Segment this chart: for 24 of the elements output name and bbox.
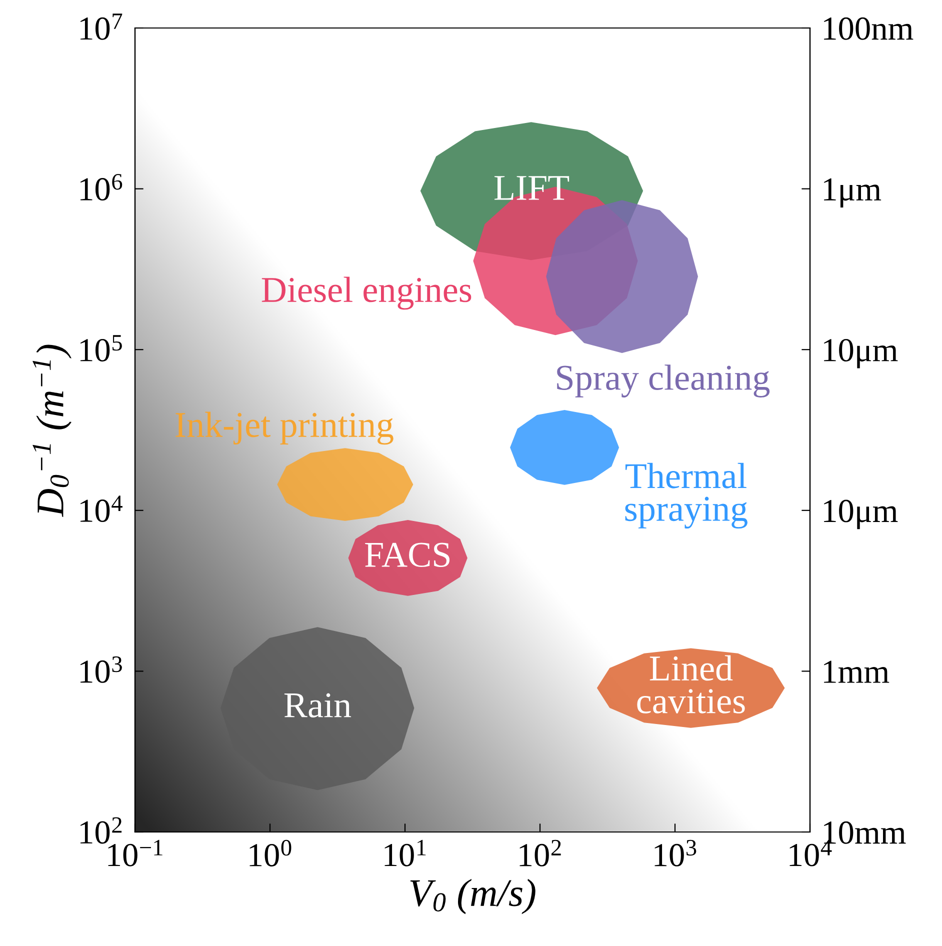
category-label: 10μm xyxy=(824,500,898,530)
series-label: Ink-jet printing xyxy=(176,412,394,445)
x-tick-label: 10$^{1}$ xyxy=(384,840,426,866)
series-label: Thermal spraying xyxy=(625,462,748,529)
y-axis-title: D$_{0}$$^{−1}$ (m$^{−1}$) xyxy=(32,344,72,517)
y-tick-label: 10$^{3}$ xyxy=(80,656,122,683)
category-label: 100nm xyxy=(824,17,914,40)
y-tick-label: 10$^{5}$ xyxy=(80,335,122,362)
category-label: 10μm xyxy=(824,338,898,368)
y-tick-label: 10$^{4}$ xyxy=(80,496,122,522)
series-label: LIFT xyxy=(494,176,570,200)
category-label: 1mm xyxy=(824,660,890,683)
x-tick-label: 10$^{3}$ xyxy=(654,840,696,866)
x-tick-label: 10$^{2}$ xyxy=(520,840,561,866)
y-tick-label: 10$^{6}$ xyxy=(80,174,122,201)
x-axis-title: V$_{0}$ (m/s) xyxy=(410,878,536,914)
x-tick-label: 10$^{0}$ xyxy=(250,840,292,866)
series-label: Spray cleaning xyxy=(557,364,770,398)
category-label: 1μm xyxy=(824,178,882,208)
series-label: Rain xyxy=(284,693,352,718)
y-tick-label: 10$^{7}$ xyxy=(80,14,122,40)
series-label: Lined cavities xyxy=(637,655,745,714)
series-label: FACS xyxy=(365,542,450,568)
series-label: Diesel engines xyxy=(262,276,472,310)
